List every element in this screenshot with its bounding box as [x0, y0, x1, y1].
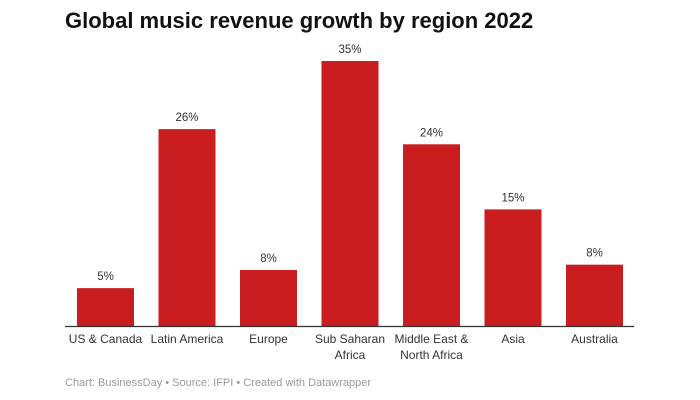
category-label: US & Canada [69, 332, 143, 346]
data-label: 15% [501, 192, 524, 204]
category-label: Australia [571, 332, 618, 346]
data-label: 5% [97, 271, 114, 283]
bar [321, 61, 379, 326]
bar [403, 144, 460, 326]
category-label: Asia [501, 332, 525, 346]
data-label: 8% [586, 248, 603, 260]
category-label: Latin America [151, 332, 224, 346]
category-label: Europe [249, 332, 288, 346]
data-label: 8% [260, 253, 277, 265]
chart-footer: Chart: BusinessDay • Source: IFPI • Crea… [65, 377, 372, 389]
chart-title: Global music revenue growth by region 20… [65, 8, 534, 33]
bar [240, 269, 297, 326]
category-label: North Africa [400, 348, 463, 362]
category-label: Sub Saharan [315, 332, 385, 346]
data-label: 35% [338, 44, 361, 56]
bar [77, 288, 134, 326]
category-label: Middle East & [394, 332, 468, 346]
bar [566, 264, 623, 326]
data-label: 24% [420, 127, 443, 139]
data-label: 26% [175, 112, 198, 124]
bar [484, 209, 542, 326]
category-label: Africa [335, 348, 366, 362]
bar [158, 129, 216, 326]
